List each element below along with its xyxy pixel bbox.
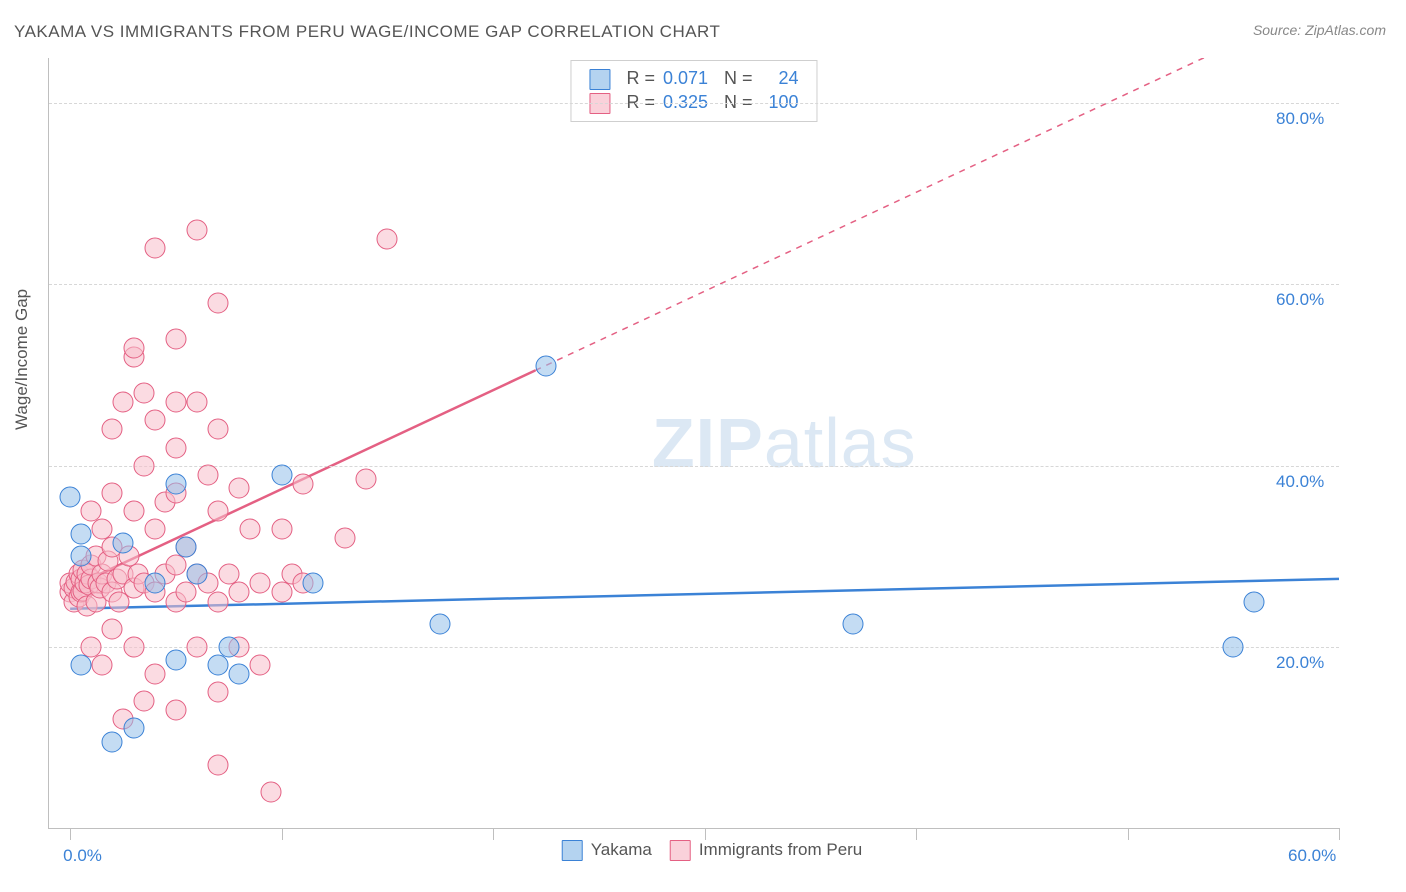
peru-point — [144, 664, 165, 685]
peru-point — [165, 437, 186, 458]
yakama-N: 24 — [757, 67, 803, 91]
yakama-point — [535, 356, 556, 377]
yakama-point — [165, 473, 186, 494]
peru-point — [187, 220, 208, 241]
x-tick — [70, 828, 71, 840]
x-tick — [916, 828, 917, 840]
yakama-point — [113, 532, 134, 553]
peru-point — [261, 781, 282, 802]
peru-point — [271, 519, 292, 540]
watermark-light: atlas — [764, 404, 917, 482]
y-tick-label: 60.0% — [1276, 290, 1324, 310]
peru-point — [102, 618, 123, 639]
yakama-point — [102, 731, 123, 752]
yakama-point — [218, 636, 239, 657]
yakama-point — [176, 537, 197, 558]
legend-row-yakama: R = 0.071 N = 24 — [585, 67, 802, 91]
peru-point — [102, 482, 123, 503]
peru-point — [91, 654, 112, 675]
peru-point — [144, 519, 165, 540]
peru-point — [113, 392, 134, 413]
trend-lines — [49, 58, 1339, 828]
peru-point — [208, 292, 229, 313]
peru-point — [208, 682, 229, 703]
peru-point — [134, 691, 155, 712]
x-tick — [1339, 828, 1340, 840]
peru-point — [176, 582, 197, 603]
yakama-point — [70, 546, 91, 567]
peru-point — [165, 555, 186, 576]
peru-point — [271, 582, 292, 603]
peru-point — [197, 464, 218, 485]
plot-area: ZIPatlas R = 0.071 N = 24 R = 0.325 N = … — [48, 58, 1339, 829]
peru-point — [144, 410, 165, 431]
y-axis-label: Wage/Income Gap — [12, 289, 32, 430]
peru-point — [229, 478, 250, 499]
x-tick — [493, 828, 494, 840]
gridline — [49, 103, 1339, 104]
x-tick — [282, 828, 283, 840]
yakama-point — [123, 718, 144, 739]
peru-point — [208, 419, 229, 440]
yakama-point — [70, 523, 91, 544]
peru-point — [377, 229, 398, 250]
swatch-blue-icon — [589, 69, 610, 90]
watermark: ZIPatlas — [652, 403, 917, 483]
yakama-point — [144, 573, 165, 594]
peru-point — [187, 636, 208, 657]
peru-point — [239, 519, 260, 540]
chart-source: Source: ZipAtlas.com — [1253, 22, 1386, 38]
peru-point — [123, 636, 144, 657]
x-tick — [1128, 828, 1129, 840]
peru-point — [102, 419, 123, 440]
yakama-point — [208, 654, 229, 675]
peru-point — [123, 337, 144, 358]
peru-point — [208, 500, 229, 521]
yakama-point — [229, 664, 250, 685]
yakama-point — [430, 614, 451, 635]
x-tick-label: 60.0% — [1288, 846, 1336, 866]
peru-point — [250, 654, 271, 675]
watermark-bold: ZIP — [652, 404, 764, 482]
x-tick-label: 0.0% — [63, 846, 102, 866]
correlation-legend: R = 0.071 N = 24 R = 0.325 N = 100 — [570, 60, 817, 122]
peru-point — [165, 328, 186, 349]
peru-point — [134, 383, 155, 404]
y-tick-label: 80.0% — [1276, 109, 1324, 129]
legend-label: Immigrants from Peru — [699, 840, 862, 859]
peru-point — [208, 754, 229, 775]
peru-point — [292, 473, 313, 494]
gridline — [49, 284, 1339, 285]
yakama-point — [1244, 591, 1265, 612]
yakama-point — [60, 487, 81, 508]
yakama-point — [271, 464, 292, 485]
yakama-point — [303, 573, 324, 594]
x-tick — [705, 828, 706, 840]
peru-point — [335, 528, 356, 549]
peru-point — [250, 573, 271, 594]
yakama-R: 0.071 — [659, 67, 712, 91]
yakama-point — [70, 654, 91, 675]
legend-label: Yakama — [591, 840, 652, 859]
peru-point — [165, 392, 186, 413]
swatch-blue-icon — [562, 840, 583, 861]
peru-point — [187, 392, 208, 413]
peru-point — [208, 591, 229, 612]
peru-point — [123, 500, 144, 521]
chart-title: YAKAMA VS IMMIGRANTS FROM PERU WAGE/INCO… — [14, 22, 720, 42]
yakama-point — [187, 564, 208, 585]
peru-point — [134, 455, 155, 476]
series-legend: Yakama Immigrants from Peru — [544, 840, 863, 861]
swatch-pink-icon — [670, 840, 691, 861]
y-tick-label: 40.0% — [1276, 472, 1324, 492]
yakama-point — [165, 650, 186, 671]
peru-point — [144, 238, 165, 259]
yakama-point — [1223, 636, 1244, 657]
yakama-point — [842, 614, 863, 635]
y-tick-label: 20.0% — [1276, 653, 1324, 673]
gridline — [49, 466, 1339, 467]
peru-point — [356, 469, 377, 490]
peru-point — [229, 582, 250, 603]
peru-point — [165, 700, 186, 721]
